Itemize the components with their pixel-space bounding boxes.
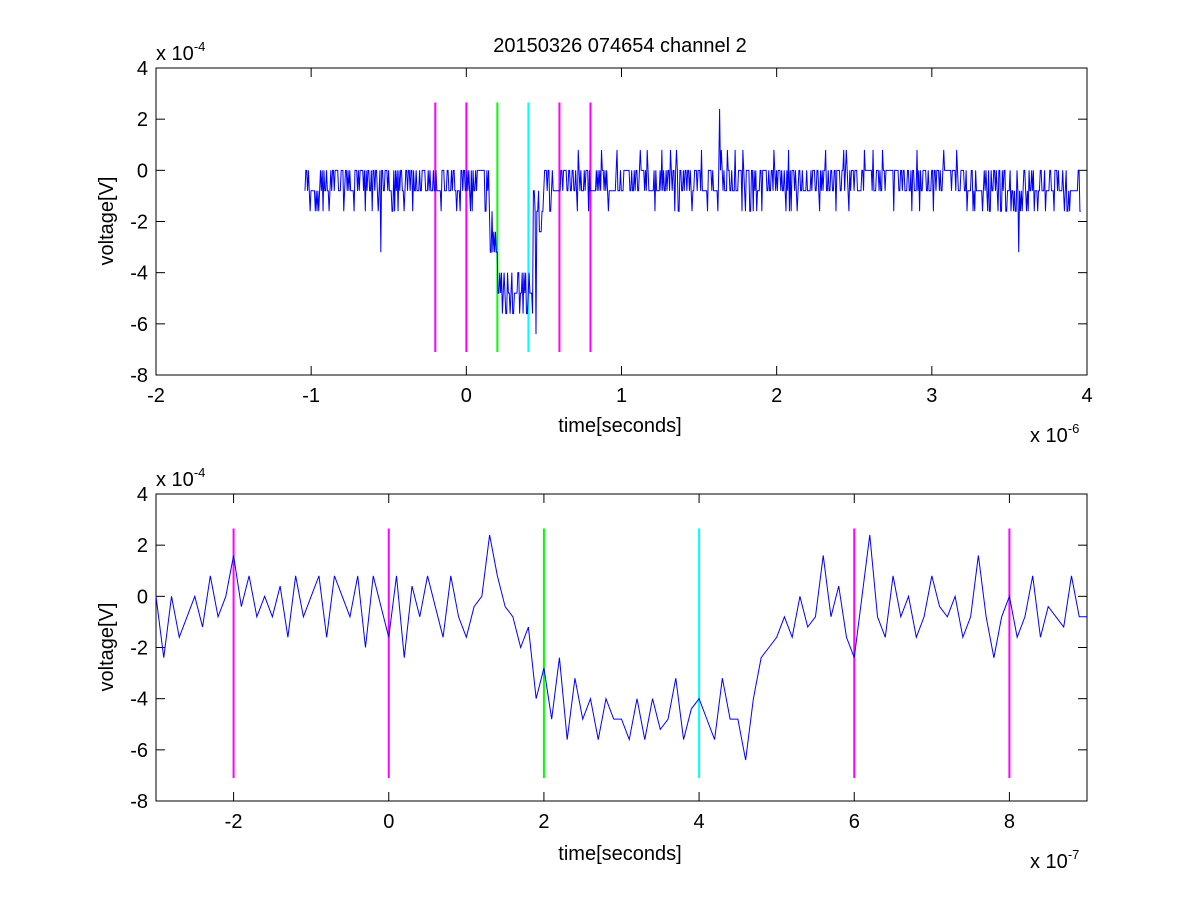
top-series-line: [304, 108, 1081, 335]
bottom-subplot: -2 0 2 4 6 8 -8 -6 -4 -2 0 2 4 voltage[V] time[secon…: [96, 465, 1088, 873]
bottom-series-line: [155, 534, 1087, 761]
bottom-x-exponent-base: x 10: [1030, 851, 1068, 873]
bottom-x-tick-label: 4: [694, 811, 705, 833]
top-y-tick-label: 0: [137, 160, 148, 182]
top-y-exponent-base: x 10: [156, 43, 194, 65]
bottom-x-exponent-power: -7: [1068, 847, 1080, 862]
top-x-tick-label: -2: [147, 385, 165, 407]
top-y-tick-label: -4: [130, 263, 148, 285]
bottom-y-tick-label: -6: [130, 740, 148, 762]
top-ticks: -2 -1 0 1 2 3 4 -8 -6 -4 -2 0 2 4: [130, 58, 1092, 407]
bottom-y-tick-label: -4: [130, 689, 148, 711]
bottom-y-tick-label: -2: [130, 638, 148, 660]
top-x-tick-label: 2: [771, 385, 782, 407]
top-x-exponent: x 10-6: [1030, 421, 1079, 447]
bottom-y-exponent: x 10-4: [156, 465, 205, 491]
bottom-x-tick-label: 2: [538, 811, 549, 833]
bottom-axes-box: [155, 493, 1088, 802]
top-x-tick-label: -1: [302, 385, 320, 407]
figure-title: 20150326 074654 channel 2: [493, 35, 747, 57]
bottom-x-tick-label: 8: [1004, 811, 1015, 833]
bottom-x-tick-label: 0: [383, 811, 394, 833]
top-x-tick-label: 4: [1081, 385, 1092, 407]
bottom-y-tick-label: 2: [137, 535, 148, 557]
bottom-y-tick-label: 4: [137, 484, 148, 506]
top-y-tick-label: -2: [130, 212, 148, 234]
bottom-y-tick-label: -8: [130, 791, 148, 813]
bottom-marker-lines: [232, 528, 1011, 778]
bottom-y-exponent-power: -4: [194, 465, 206, 480]
bottom-ticks: -2 0 2 4 6 8 -8 -6 -4 -2 0 2 4: [130, 484, 1087, 833]
top-x-exponent-base: x 10: [1030, 425, 1068, 447]
top-y-exponent: x 10-4: [156, 39, 205, 65]
bottom-ylabel: voltage[V]: [96, 603, 118, 692]
bottom-y-exponent-base: x 10: [156, 469, 194, 491]
top-subplot: -2 -1 0 1 2 3 4 -8 -6 -4 -2 0 2 4 voltage[V] time[sec…: [96, 39, 1093, 447]
top-x-tick-label: 0: [461, 385, 472, 407]
bottom-x-tick-label: -2: [225, 811, 243, 833]
bottom-x-tick-label: 6: [849, 811, 860, 833]
top-x-tick-label: 3: [926, 385, 937, 407]
top-series: [304, 108, 1081, 335]
top-y-tick-label: 2: [137, 109, 148, 131]
bottom-xlabel: time[seconds]: [558, 843, 681, 865]
top-x-exponent-power: -6: [1068, 421, 1080, 436]
bottom-x-exponent: x 10-7: [1030, 847, 1079, 873]
top-marker-lines: [434, 102, 592, 352]
top-xlabel: time[seconds]: [558, 415, 681, 437]
top-ylabel: voltage[V]: [96, 177, 118, 266]
top-x-tick-label: 1: [616, 385, 627, 407]
bottom-series: [155, 534, 1087, 761]
top-y-tick-label: -8: [130, 365, 148, 387]
top-axes-box: [155, 67, 1088, 376]
top-y-tick-label: 4: [137, 58, 148, 80]
bottom-y-tick-label: 0: [137, 586, 148, 608]
top-y-exponent-power: -4: [194, 39, 206, 54]
top-y-tick-label: -6: [130, 314, 148, 336]
